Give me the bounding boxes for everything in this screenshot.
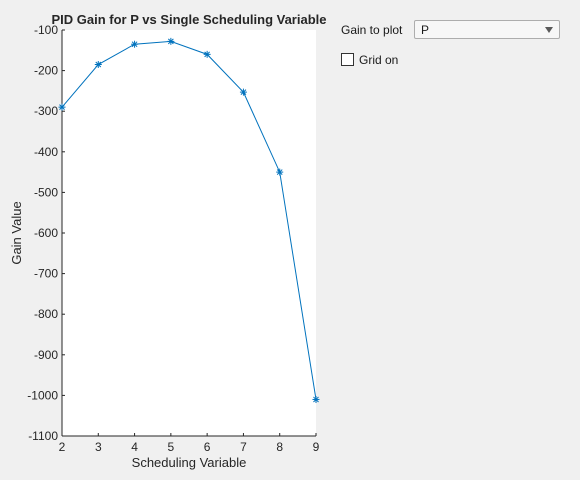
x-tick-label: 7 <box>240 440 247 454</box>
y-axis-label: Gain Value <box>9 201 24 264</box>
grid-checkbox[interactable] <box>341 53 354 66</box>
grid-checkbox-label: Grid on <box>359 53 399 67</box>
x-axis-label: Scheduling Variable <box>132 455 247 470</box>
gain-dropdown[interactable]: P <box>414 20 560 39</box>
y-tick-label: -500 <box>34 185 58 199</box>
data-point <box>312 395 320 403</box>
gain-to-plot-label: Gain to plot <box>341 23 403 37</box>
plot-area: -100 -200 -300 -400 -500 -600 -700 -800 -900 -100… <box>9 12 327 470</box>
data-point <box>167 37 175 45</box>
y-tick-label: -700 <box>34 267 58 281</box>
x-tick-label: 8 <box>276 440 283 454</box>
gain-dropdown-value: P <box>421 23 430 37</box>
x-tick-label: 2 <box>59 440 66 454</box>
data-point <box>239 88 247 96</box>
y-tick-label: -300 <box>34 104 58 118</box>
x-tick-label: 4 <box>131 440 138 454</box>
y-tick-label: -900 <box>34 348 58 362</box>
data-point <box>94 61 102 69</box>
y-tick-label: -600 <box>34 226 58 240</box>
x-tick-label: 5 <box>168 440 175 454</box>
series-line <box>61 40 317 400</box>
gain-chart: -100 -200 -300 -400 -500 -600 -700 -800 -900 -100… <box>9 12 327 470</box>
x-tick-label: 6 <box>204 440 211 454</box>
chart-title: PID Gain for P vs Single Scheduling Vari… <box>51 12 326 27</box>
data-point <box>58 103 66 111</box>
y-tick-label: -1000 <box>27 388 58 402</box>
chevron-down-icon <box>545 27 553 33</box>
data-point <box>203 50 211 58</box>
axes-background <box>62 30 316 436</box>
y-tick-label: -100 <box>34 23 58 37</box>
y-tick-label: -400 <box>34 145 58 159</box>
x-tick-label: 3 <box>95 440 102 454</box>
y-tick-label: -800 <box>34 307 58 321</box>
y-tick-label: -1100 <box>28 429 58 443</box>
x-tick-label: 9 <box>313 440 320 454</box>
data-point <box>131 40 139 48</box>
y-tick-label: -200 <box>34 64 58 78</box>
data-point <box>276 168 284 176</box>
